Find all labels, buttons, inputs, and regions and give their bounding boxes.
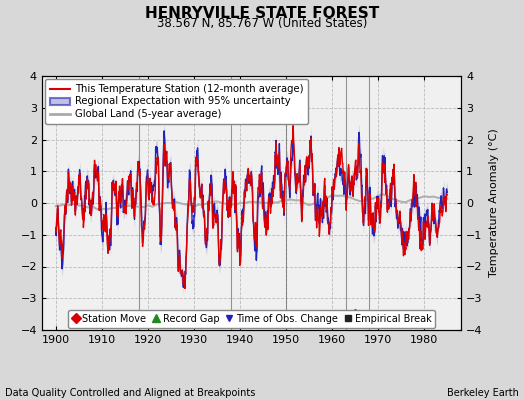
Legend: Station Move, Record Gap, Time of Obs. Change, Empirical Break: Station Move, Record Gap, Time of Obs. C… bbox=[68, 310, 435, 328]
Text: Data Quality Controlled and Aligned at Breakpoints: Data Quality Controlled and Aligned at B… bbox=[5, 388, 256, 398]
Text: HENRYVILLE STATE FOREST: HENRYVILLE STATE FOREST bbox=[145, 6, 379, 21]
Y-axis label: Temperature Anomaly (°C): Temperature Anomaly (°C) bbox=[489, 129, 499, 277]
Text: Berkeley Earth: Berkeley Earth bbox=[447, 388, 519, 398]
Text: 38.567 N, 85.767 W (United States): 38.567 N, 85.767 W (United States) bbox=[157, 17, 367, 30]
